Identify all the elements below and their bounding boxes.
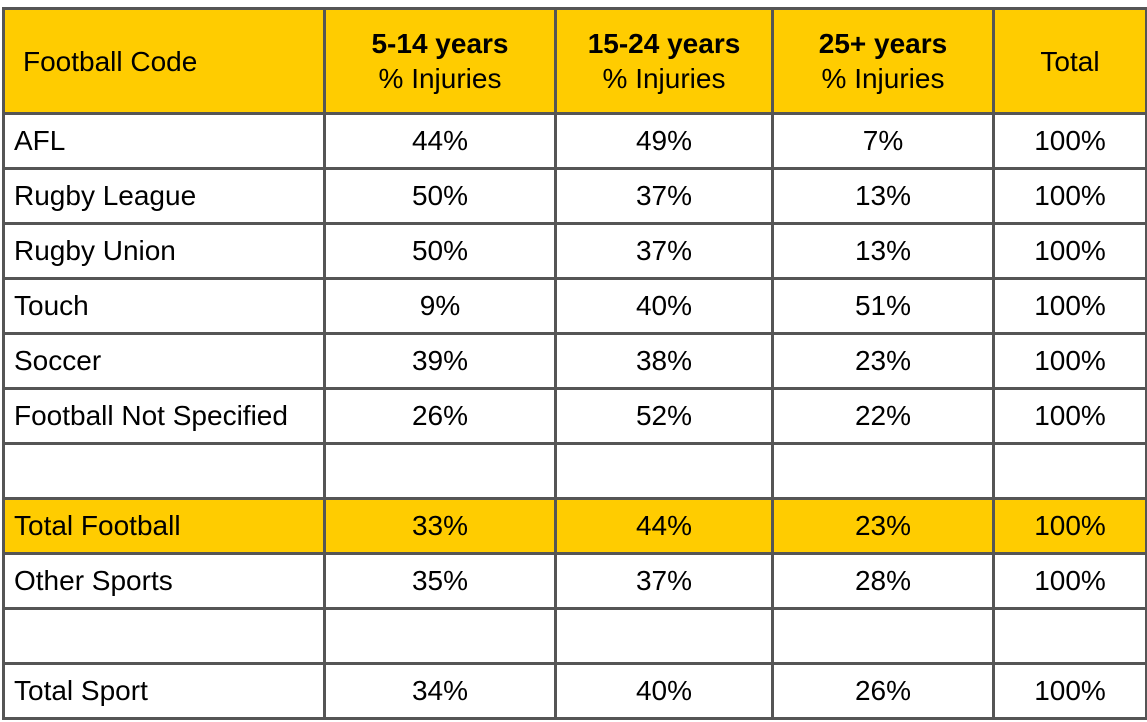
header-25-plus-years-label: 25+ years — [818, 28, 948, 59]
row-total: 100% — [992, 222, 1147, 280]
table-row: Soccer 39% 38% 23% 100% — [2, 332, 1147, 390]
row-total: 100% — [992, 497, 1147, 555]
table-row: Touch 9% 40% 51% 100% — [2, 277, 1147, 335]
row-25-plus-pct: 7% — [771, 112, 995, 170]
row-football-code: Football Not Specified — [2, 387, 326, 445]
row-football-code — [2, 442, 326, 500]
header-25-plus-years-sub: % Injuries — [821, 63, 945, 94]
row-25-plus-pct: 51% — [771, 277, 995, 335]
row-15-24-pct: 49% — [554, 112, 774, 170]
row-15-24-pct: 40% — [554, 662, 774, 720]
row-football-code: Other Sports — [2, 552, 326, 610]
row-5-14-pct: 39% — [323, 332, 557, 390]
row-15-24-pct: 44% — [554, 497, 774, 555]
injury-table: Football Code 5-14 years % Injuries 15-2… — [2, 7, 1147, 720]
row-5-14-pct: 50% — [323, 222, 557, 280]
row-5-14-pct: 9% — [323, 277, 557, 335]
row-football-code: AFL — [2, 112, 326, 170]
header-15-24-years-sub: % Injuries — [602, 63, 726, 94]
row-football-code: Total Football — [2, 497, 326, 555]
row-total: 100% — [992, 112, 1147, 170]
row-5-14-pct: 34% — [323, 662, 557, 720]
total-sport-row: Total Sport 34% 40% 26% 100% — [2, 662, 1147, 720]
row-total: 100% — [992, 167, 1147, 225]
row-15-24-pct: 37% — [554, 167, 774, 225]
row-total — [992, 442, 1147, 500]
header-5-14-years-label: 5-14 years — [371, 28, 509, 59]
header-15-24-years: 15-24 years % Injuries — [554, 7, 774, 115]
row-25-plus-pct: 13% — [771, 167, 995, 225]
row-25-plus-pct: 22% — [771, 387, 995, 445]
row-football-code: Soccer — [2, 332, 326, 390]
table-row: Rugby Union 50% 37% 13% 100% — [2, 222, 1147, 280]
header-15-24-years-label: 15-24 years — [587, 28, 741, 59]
header-25-plus-years: 25+ years % Injuries — [771, 7, 995, 115]
row-25-plus-pct: 26% — [771, 662, 995, 720]
row-25-plus-pct: 23% — [771, 497, 995, 555]
row-5-14-pct — [323, 607, 557, 665]
row-football-code: Rugby League — [2, 167, 326, 225]
row-15-24-pct — [554, 442, 774, 500]
row-football-code: Total Sport — [2, 662, 326, 720]
header-football-code: Football Code — [2, 7, 326, 115]
row-total: 100% — [992, 277, 1147, 335]
table-row: Rugby League 50% 37% 13% 100% — [2, 167, 1147, 225]
row-5-14-pct — [323, 442, 557, 500]
row-25-plus-pct: 28% — [771, 552, 995, 610]
row-25-plus-pct — [771, 607, 995, 665]
row-total: 100% — [992, 332, 1147, 390]
row-15-24-pct: 52% — [554, 387, 774, 445]
empty-spacer-row — [2, 607, 1147, 665]
header-total: Total — [992, 7, 1147, 115]
row-15-24-pct: 38% — [554, 332, 774, 390]
header-5-14-years: 5-14 years % Injuries — [323, 7, 557, 115]
header-row: Football Code 5-14 years % Injuries 15-2… — [2, 7, 1147, 115]
row-25-plus-pct: 23% — [771, 332, 995, 390]
table-row: AFL 44% 49% 7% 100% — [2, 112, 1147, 170]
row-total — [992, 607, 1147, 665]
table-row: Football Not Specified 26% 52% 22% 100% — [2, 387, 1147, 445]
header-5-14-years-sub: % Injuries — [378, 63, 502, 94]
row-15-24-pct: 37% — [554, 222, 774, 280]
row-15-24-pct: 40% — [554, 277, 774, 335]
row-25-plus-pct — [771, 442, 995, 500]
row-total: 100% — [992, 662, 1147, 720]
row-5-14-pct: 44% — [323, 112, 557, 170]
row-5-14-pct: 35% — [323, 552, 557, 610]
row-25-plus-pct: 13% — [771, 222, 995, 280]
row-total: 100% — [992, 387, 1147, 445]
row-15-24-pct: 37% — [554, 552, 774, 610]
row-total: 100% — [992, 552, 1147, 610]
row-football-code: Rugby Union — [2, 222, 326, 280]
row-football-code: Touch — [2, 277, 326, 335]
row-football-code — [2, 607, 326, 665]
empty-spacer-row — [2, 442, 1147, 500]
table-row: Other Sports 35% 37% 28% 100% — [2, 552, 1147, 610]
row-5-14-pct: 50% — [323, 167, 557, 225]
row-15-24-pct — [554, 607, 774, 665]
row-5-14-pct: 33% — [323, 497, 557, 555]
row-5-14-pct: 26% — [323, 387, 557, 445]
total-football-row: Total Football 33% 44% 23% 100% — [2, 497, 1147, 555]
